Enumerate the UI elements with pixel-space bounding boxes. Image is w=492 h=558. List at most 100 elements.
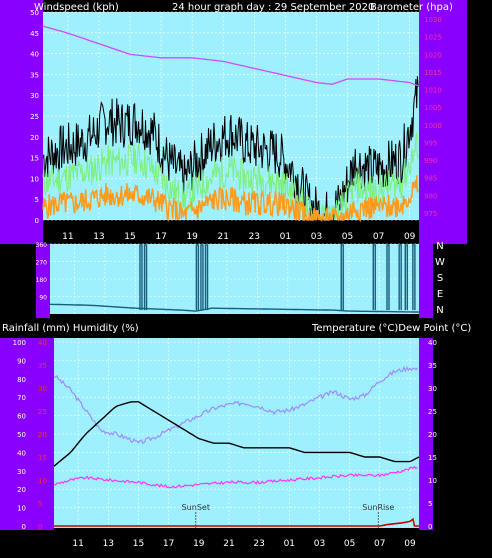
humidity-tick-10: 100 bbox=[13, 339, 26, 347]
rainfall-series bbox=[54, 517, 419, 527]
wind-direction-spike-5 bbox=[340, 244, 344, 311]
wind-average-series bbox=[42, 132, 419, 222]
rain-tick-5: 25 bbox=[38, 408, 47, 416]
annotation-sunset: SunSet bbox=[182, 503, 210, 512]
wind-direction-spike-1 bbox=[143, 244, 148, 311]
wind-right-tick-4: 995 bbox=[424, 139, 437, 147]
wind-left-tick-4: 20 bbox=[30, 134, 39, 142]
wind-direction-series bbox=[49, 303, 420, 313]
temperature-tick-1: 5 bbox=[428, 500, 432, 508]
left-side-strip-top bbox=[0, 0, 43, 244]
humidity-tick-0: 0 bbox=[22, 523, 26, 531]
humidity-tick-5: 50 bbox=[17, 431, 26, 439]
wind-direction-spike-0 bbox=[139, 244, 143, 311]
temp-right-axis-title: Temperature (°C)Dew Point (°C) bbox=[311, 323, 471, 334]
dir-compass-label-3: E bbox=[437, 289, 443, 300]
wind-x-tick-8: 03 bbox=[311, 232, 322, 242]
wind-right-tick-3: 990 bbox=[424, 157, 437, 165]
wind-right-tick-6: 1005 bbox=[424, 104, 442, 112]
temp-x-tick-6: 23 bbox=[253, 539, 264, 549]
wind-direction-spike-4 bbox=[204, 244, 209, 311]
wind-direction-spike-2 bbox=[195, 244, 200, 311]
wind-x-tick-10: 07 bbox=[373, 232, 384, 242]
temperature-tick-4: 20 bbox=[428, 431, 437, 439]
wind-direction-spike-9 bbox=[404, 244, 408, 311]
dir-y-tick-2: 270 bbox=[36, 260, 48, 267]
temp-x-tick-0: 11 bbox=[72, 539, 83, 549]
wind-right-tick-0: 975 bbox=[424, 210, 437, 218]
temp-x-tick-5: 21 bbox=[223, 539, 234, 549]
temp-x-tick-10: 07 bbox=[374, 539, 385, 549]
wind-chart-title: 24 hour graph day : 29 September 2020 bbox=[172, 2, 374, 13]
temp-x-tick-4: 19 bbox=[193, 539, 205, 549]
right-side-strip-dir bbox=[419, 244, 433, 318]
rain-tick-4: 20 bbox=[38, 431, 47, 439]
rain-tick-8: 40 bbox=[38, 339, 47, 347]
temperature-tick-5: 25 bbox=[428, 408, 437, 416]
humidity-series bbox=[53, 365, 418, 445]
humidity-tick-1: 10 bbox=[17, 505, 26, 513]
wind-right-tick-8: 1015 bbox=[424, 69, 442, 77]
wind-left-tick-8: 40 bbox=[30, 51, 39, 59]
dir-y-tick-0: 90 bbox=[39, 295, 47, 302]
temp-x-tick-3: 17 bbox=[163, 539, 174, 549]
dir-compass-label-2: S bbox=[437, 273, 443, 284]
dir-compass-label-0: N bbox=[436, 241, 443, 252]
rain-tick-6: 30 bbox=[38, 385, 47, 393]
wind-left-tick-0: 0 bbox=[35, 217, 39, 225]
wind-chart: 0510152025303540455097598098599099510001… bbox=[30, 9, 442, 242]
wind-right-tick-5: 1000 bbox=[424, 122, 442, 130]
wind-right-axis-title: Barometer (hpa) bbox=[370, 2, 453, 13]
wind-left-tick-7: 35 bbox=[30, 71, 39, 79]
humidity-tick-4: 40 bbox=[17, 449, 26, 457]
humidity-tick-2: 20 bbox=[17, 486, 26, 494]
wind-x-tick-2: 15 bbox=[124, 232, 135, 242]
wind-direction-spike-10 bbox=[412, 244, 416, 311]
temp-x-tick-11: 09 bbox=[404, 539, 416, 549]
wind-right-tick-9: 1020 bbox=[424, 51, 442, 59]
wind-x-tick-11: 09 bbox=[404, 232, 416, 242]
humidity-tick-3: 30 bbox=[17, 468, 26, 476]
rain-tick-2: 10 bbox=[38, 477, 47, 485]
wind-left-axis-title: Windspeed (kph) bbox=[34, 2, 119, 13]
temperature-tick-8: 40 bbox=[428, 339, 437, 347]
temperature-tick-3: 15 bbox=[428, 454, 437, 462]
wind-x-tick-6: 23 bbox=[249, 232, 260, 242]
rain-tick-1: 5 bbox=[38, 500, 42, 508]
wind-right-tick-2: 985 bbox=[424, 175, 437, 183]
wind-left-tick-6: 30 bbox=[30, 92, 39, 100]
wind-right-tick-11: 1030 bbox=[424, 16, 442, 24]
wind-x-tick-1: 13 bbox=[93, 232, 104, 242]
wind-x-tick-4: 19 bbox=[186, 232, 198, 242]
temp-x-tick-2: 15 bbox=[133, 539, 144, 549]
wind-direction-spike-6 bbox=[372, 244, 376, 311]
humidity-tick-7: 70 bbox=[17, 394, 26, 402]
dir-y-tick-3: 360 bbox=[36, 242, 48, 249]
wind-left-tick-5: 25 bbox=[30, 113, 39, 121]
temp-x-tick-9: 05 bbox=[344, 539, 355, 549]
wind-right-tick-1: 980 bbox=[424, 192, 437, 200]
wind-x-tick-5: 21 bbox=[218, 232, 229, 242]
rain-tick-3: 15 bbox=[38, 454, 47, 462]
rain-tick-7: 35 bbox=[38, 362, 47, 370]
right-side-strip-top bbox=[419, 0, 467, 244]
temperature-chart: 0102030405060708090100051015202530354005… bbox=[13, 338, 437, 549]
humidity-tick-9: 90 bbox=[17, 357, 26, 365]
wind-left-tick-2: 10 bbox=[30, 175, 39, 183]
wind-left-tick-9: 45 bbox=[30, 30, 39, 38]
wind-right-tick-10: 1025 bbox=[424, 34, 442, 42]
temperature-tick-6: 30 bbox=[428, 385, 437, 393]
temp-x-tick-1: 13 bbox=[103, 539, 114, 549]
wind-direction-spike-3 bbox=[200, 244, 204, 311]
pressure-series bbox=[42, 25, 420, 87]
temperature-plot-area bbox=[54, 338, 419, 528]
left-side-strip-bottom bbox=[0, 338, 54, 530]
humidity-tick-6: 60 bbox=[17, 413, 26, 421]
wind-left-tick-10: 50 bbox=[30, 9, 39, 17]
dew-point-series bbox=[53, 465, 418, 489]
temperature-tick-7: 35 bbox=[428, 362, 437, 370]
wind-direction-spike-7 bbox=[386, 244, 390, 311]
rain-tick-0: 0 bbox=[38, 523, 42, 531]
